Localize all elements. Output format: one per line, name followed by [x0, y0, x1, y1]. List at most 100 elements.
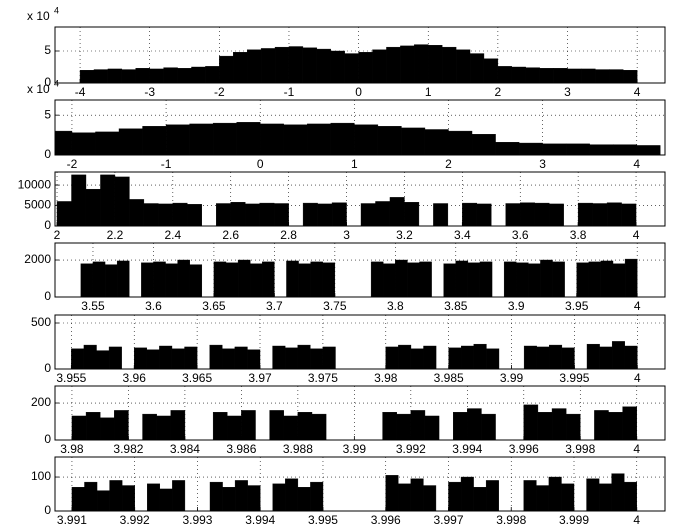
x-tick-label: 3 [343, 228, 350, 242]
histogram-bar [385, 346, 399, 369]
x-tick-label: 3.985 [434, 371, 464, 385]
histogram-bar [395, 259, 408, 297]
x-tick-label: 3.994 [245, 513, 275, 527]
x-tick-label: -2 [67, 157, 78, 171]
histogram-bar [624, 345, 638, 369]
histogram-bar [107, 68, 123, 83]
histogram-bar [542, 143, 567, 155]
histogram-bar [410, 478, 424, 511]
histogram-bar [424, 415, 440, 440]
histogram-bar [358, 52, 373, 83]
histogram-bar [549, 344, 563, 369]
histogram-bar [260, 48, 276, 83]
histogram-bar [273, 203, 289, 226]
x-tick-label: 3.986 [226, 442, 256, 456]
histogram-bar [80, 263, 94, 297]
histogram-bar [460, 476, 474, 511]
histogram-bar [109, 480, 123, 511]
x-tick-label: 3.975 [308, 371, 338, 385]
x-tick-label: 2.8 [280, 228, 297, 242]
y-tick-label: 0 [44, 147, 51, 161]
axes-frame [54, 26, 666, 84]
histogram-bar [55, 130, 73, 155]
y-tick-label: 2000 [24, 252, 51, 266]
histogram-bar [462, 202, 478, 226]
histogram-bar [272, 345, 286, 369]
histogram-bar [586, 343, 600, 369]
histogram-bar [407, 262, 420, 297]
histogram-bar [245, 203, 260, 226]
histogram-bar [298, 263, 311, 297]
histogram-bar [302, 202, 318, 226]
histogram-bar [146, 349, 160, 369]
histogram-bar [141, 262, 154, 297]
histogram-bar [71, 348, 85, 369]
histogram-bar [234, 346, 248, 369]
histogram-bar [322, 346, 336, 369]
x-tick-label: 3.965 [182, 371, 212, 385]
panel: 2 2.2 2.4 2.6 2.8 3 3.2 3.4 3.6 3.8 4 0 5000 10000 [18, 171, 666, 242]
panel: 3.955 3.96 3.965 3.97 3.975 3.98 3.985 3.99 3.99… [31, 314, 666, 385]
histogram-bar [114, 410, 129, 440]
x-tick-label: 4 [633, 513, 640, 527]
histogram-bar [96, 350, 110, 369]
x-tick-label: 3.999 [559, 513, 589, 527]
x-tick-label: 3.955 [56, 371, 86, 385]
histogram-bar [461, 345, 475, 369]
histogram-bar [79, 69, 95, 83]
y-tick-label: 10000 [18, 177, 52, 191]
histogram-bar [612, 263, 626, 297]
histogram-bar [621, 203, 637, 226]
histogram-bar [539, 68, 554, 83]
histogram-bar [209, 344, 223, 369]
histogram-bar [623, 69, 638, 83]
histogram-bar [375, 201, 391, 226]
histogram-bar [149, 68, 164, 83]
histogram-bar [311, 413, 327, 440]
histogram-bar [184, 346, 198, 369]
y-tick-label: 5 [44, 43, 51, 57]
histogram-bar [269, 410, 284, 440]
histogram-bar [310, 481, 324, 511]
y-tick-label: 0 [44, 503, 51, 517]
histogram-bar [247, 485, 261, 511]
y-tick-label: 0 [44, 218, 51, 232]
histogram-bar [516, 262, 529, 297]
histogram-bar [171, 348, 185, 369]
histogram-bar [565, 413, 581, 440]
histogram-bar [135, 68, 150, 83]
histogram-bar [404, 202, 420, 226]
histogram-bar [177, 259, 190, 297]
histogram-bar [548, 203, 564, 226]
axes-frame [54, 171, 666, 227]
panel: 3.98 3.982 3.984 3.986 3.988 3.99 3.992 3.994 3.… [31, 385, 666, 456]
x-tick-label: 4 [634, 299, 641, 313]
x-tick-label: 3.996 [509, 442, 539, 456]
histogram-bar [410, 348, 424, 369]
histogram-bar [283, 415, 299, 440]
histogram-bar [523, 480, 537, 511]
x-tick-label: 3.9 [508, 299, 525, 313]
histogram-bar [608, 412, 623, 440]
histogram-bar [307, 123, 332, 155]
histogram-bar [398, 344, 412, 369]
x-tick-label: 3.995 [559, 371, 589, 385]
histogram-bar [142, 413, 157, 440]
histogram-bar [83, 344, 97, 369]
histogram-bar [95, 131, 120, 155]
axes-frame [54, 242, 666, 298]
x-tick-label: 2.6 [222, 228, 239, 242]
histogram-bar [246, 49, 262, 83]
histogram-bar [528, 263, 541, 297]
histogram-bar [262, 261, 275, 297]
histogram-bar [241, 410, 256, 440]
histogram-bar [165, 124, 190, 155]
histogram-bar [297, 487, 311, 511]
plot-area [55, 457, 665, 511]
y-tick-label: 5000 [24, 198, 51, 212]
x-tick-label: 3.95 [565, 299, 589, 313]
histogram-bar [396, 413, 412, 440]
histogram-bar [561, 483, 575, 511]
